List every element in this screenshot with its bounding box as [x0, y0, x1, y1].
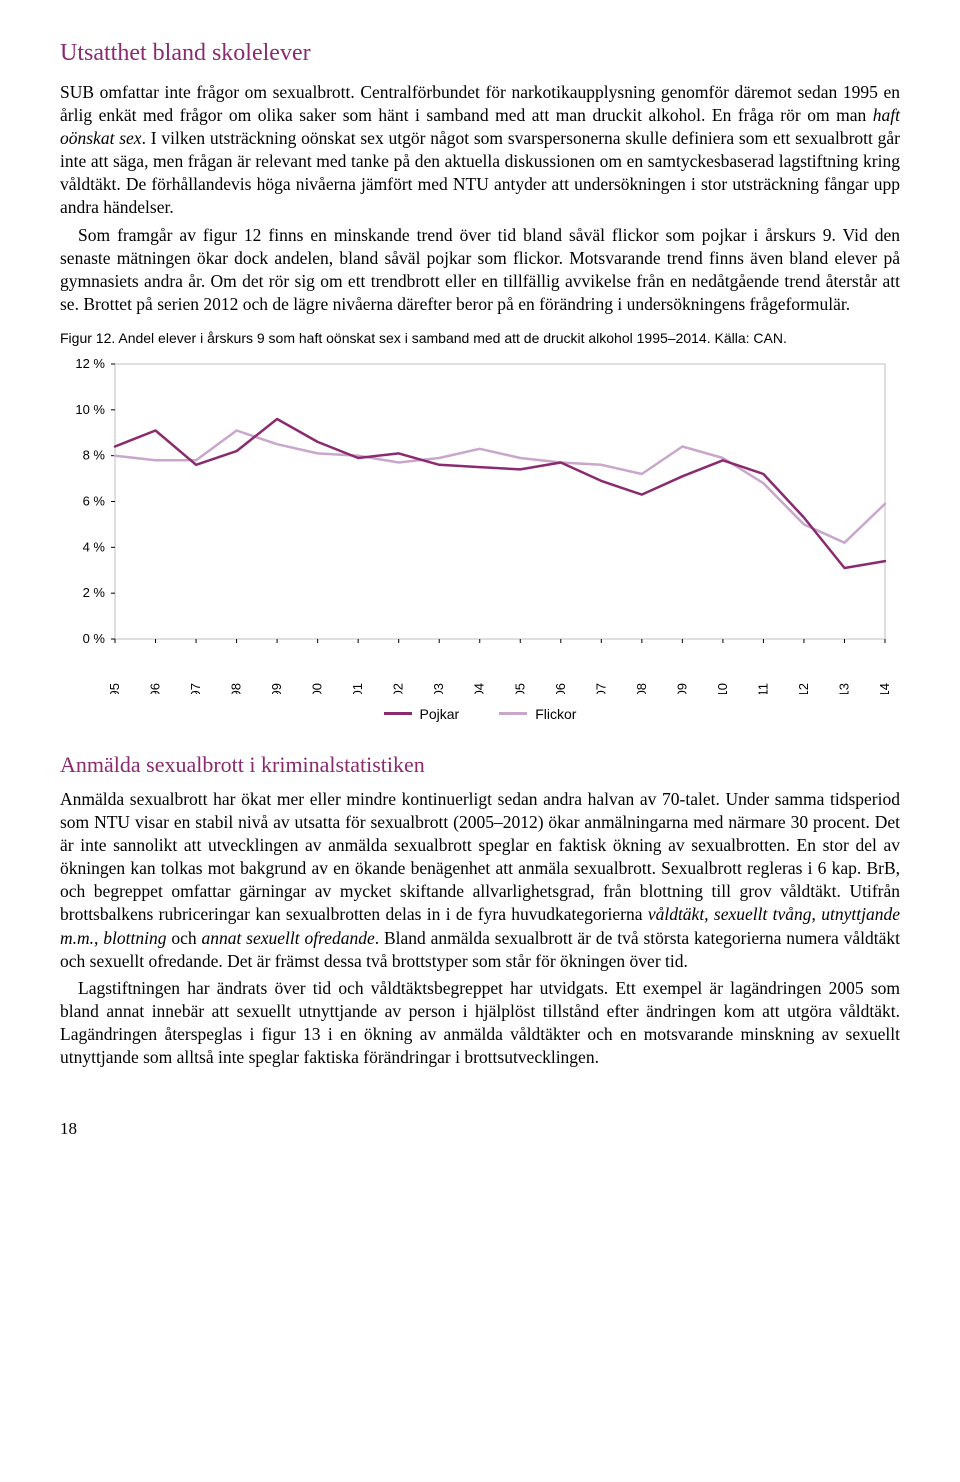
section2-title: Anmälda sexualbrott i kriminalstatistike…: [60, 752, 900, 778]
page: Utsatthet bland skolelever SUB omfattar …: [0, 0, 960, 1169]
section1-para1: SUB omfattar inte frågor om sexualbrott.…: [60, 81, 900, 220]
svg-text:10 %: 10 %: [75, 402, 105, 417]
svg-text:2011: 2011: [755, 683, 770, 694]
svg-text:2005: 2005: [512, 683, 527, 694]
svg-text:2010: 2010: [715, 683, 730, 694]
svg-text:1998: 1998: [229, 683, 244, 694]
svg-text:2 %: 2 %: [83, 585, 106, 600]
section2-para2: Lagstiftningen har ändrats över tid och …: [60, 977, 900, 1069]
legend-pojkar-swatch: [384, 712, 412, 715]
section1-title: Utsatthet bland skolelever: [60, 40, 900, 67]
svg-text:2001: 2001: [350, 683, 365, 694]
figure12-caption: Figur 12. Andel elever i årskurs 9 som h…: [60, 330, 900, 346]
figure12-svg: 0 % 2 % 4 % 6 % 8 % 10 % 12 % 1995 1996 1997 1998 1…: [60, 354, 900, 694]
svg-text:8 %: 8 %: [83, 448, 106, 463]
svg-text:12 %: 12 %: [75, 356, 105, 371]
legend-pojkar: Pojkar: [384, 706, 460, 722]
svg-text:1997: 1997: [188, 683, 203, 694]
svg-text:2013: 2013: [836, 683, 851, 694]
page-number: 18: [60, 1119, 900, 1139]
svg-text:2009: 2009: [674, 683, 689, 694]
svg-text:4 %: 4 %: [83, 539, 106, 554]
svg-text:2007: 2007: [593, 683, 608, 694]
svg-text:2004: 2004: [472, 683, 487, 694]
svg-text:1995: 1995: [107, 683, 122, 694]
svg-text:2014: 2014: [877, 683, 892, 694]
section2-para1: Anmälda sexualbrott har ökat mer eller m…: [60, 788, 900, 973]
section1-para2: Som framgår av figur 12 finns en minskan…: [60, 224, 900, 316]
figure12-chart: 0 % 2 % 4 % 6 % 8 % 10 % 12 % 1995 1996 1997 1998 1…: [60, 354, 900, 694]
legend-flickor-label: Flickor: [535, 706, 576, 722]
svg-text:2008: 2008: [634, 683, 649, 694]
svg-text:1996: 1996: [148, 683, 163, 694]
legend-flickor: Flickor: [499, 706, 576, 722]
svg-text:6 %: 6 %: [83, 493, 106, 508]
figure12-legend: Pojkar Flickor: [60, 706, 900, 722]
svg-text:2002: 2002: [391, 683, 406, 694]
legend-flickor-swatch: [499, 712, 527, 715]
svg-text:2012: 2012: [796, 683, 811, 694]
svg-text:2006: 2006: [553, 683, 568, 694]
svg-text:0 %: 0 %: [83, 631, 106, 646]
legend-pojkar-label: Pojkar: [420, 706, 460, 722]
svg-text:1999: 1999: [269, 683, 284, 694]
svg-text:2003: 2003: [431, 683, 446, 694]
svg-text:2000: 2000: [310, 683, 325, 694]
